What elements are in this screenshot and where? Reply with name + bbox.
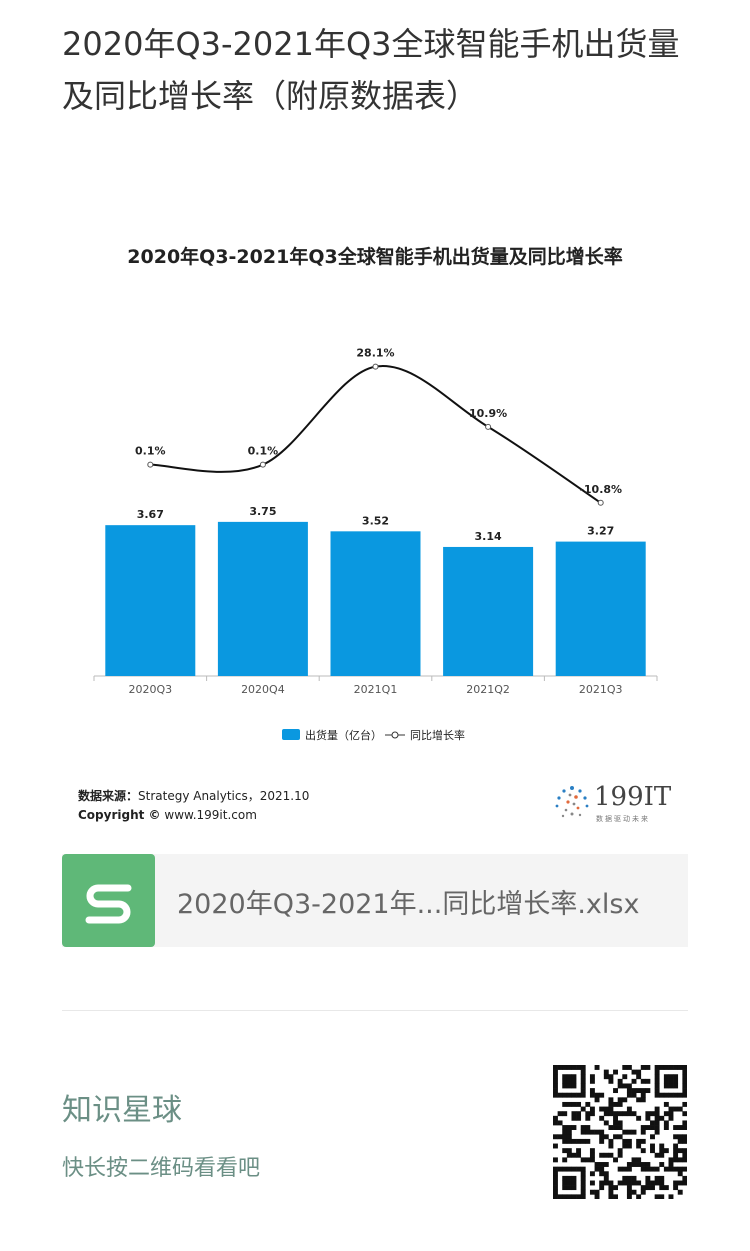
source-text: Strategy Analytics，2021.10 [138, 789, 310, 803]
brand-logo: 199IT 数据驱动未来 [552, 782, 682, 823]
bar-value-label: 3.67 [137, 508, 164, 521]
bar-value-label: 3.52 [362, 514, 389, 527]
line-point [259, 461, 266, 468]
legend-bar-swatch [282, 729, 300, 740]
bar [330, 531, 421, 676]
growth-rate-line [150, 365, 602, 504]
legend-bar-label: 出货量（亿台） [305, 728, 382, 742]
chart-image: 2020年Q3-2021年Q3全球智能手机出货量及同比增长率 3.67 2020Q… [62, 220, 688, 840]
bar [443, 546, 534, 676]
copyright-text: www.199it.com [164, 808, 257, 822]
logo-tagline: 数据驱动未来 [596, 815, 650, 823]
logo-text: 199IT [594, 782, 672, 812]
bar [105, 525, 196, 676]
line-point [147, 461, 154, 468]
attachment-card[interactable]: 2020年Q3-2021年...同比增长率.xlsx [62, 854, 688, 947]
line-value-label: 28.1% [356, 347, 394, 360]
legend-line-marker [391, 731, 399, 739]
line-point [485, 423, 492, 430]
x-tick-label: 2021Q3 [579, 683, 623, 696]
line-value-label: 0.1% [248, 445, 279, 458]
source-label: 数据来源： [78, 789, 139, 803]
line-point [597, 499, 604, 506]
bar-value-label: 3.14 [475, 530, 502, 543]
x-tick-label: 2020Q4 [241, 683, 285, 696]
chart-source: 数据来源：Strategy Analytics，2021.10 Copyrigh… [78, 787, 309, 825]
planet-title: 知识星球 [62, 1093, 182, 1128]
divider [62, 1010, 688, 1011]
post-title: 2020年Q3-2021年Q3全球智能手机出货量及同比增长率（附原数据表） [62, 25, 680, 115]
bar-value-label: 3.75 [249, 505, 276, 518]
attachment-filename[interactable]: 2020年Q3-2021年...同比增长率.xlsx [177, 889, 640, 920]
planet-subtitle: 快长按二维码看看吧 [62, 1156, 261, 1181]
line-value-label: -10.8% [579, 483, 622, 496]
line-value-label: 0.1% [135, 445, 166, 458]
line-point [372, 363, 379, 370]
bar [555, 541, 646, 676]
legend-line-label: 同比增长率 [410, 728, 465, 742]
line-value-label: 10.9% [469, 407, 507, 420]
spreadsheet-icon [62, 854, 155, 947]
bar-value-label: 3.27 [587, 525, 614, 538]
x-tick-label: 2021Q2 [466, 683, 510, 696]
bar [217, 521, 308, 676]
qr-code-icon [553, 1065, 688, 1200]
x-tick-label: 2021Q1 [354, 683, 398, 696]
x-tick-label: 2020Q3 [128, 683, 172, 696]
chart-title: 2020年Q3-2021年Q3全球智能手机出货量及同比增长率 [127, 246, 623, 268]
copyright-label: Copyright © [78, 808, 161, 822]
dots-logo-icon [555, 786, 589, 818]
qr-code[interactable] [553, 1065, 688, 1200]
chart-svg: 3.67 2020Q3 3.75 2020Q4 3.52 2021Q1 3.14 2021Q2… [93, 347, 658, 742]
